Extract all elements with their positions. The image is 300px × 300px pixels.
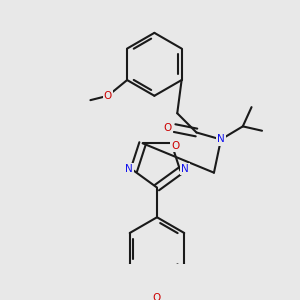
Text: N: N [217, 134, 225, 145]
Text: O: O [172, 141, 180, 151]
Text: O: O [164, 123, 172, 133]
Text: O: O [153, 293, 161, 300]
Text: N: N [125, 164, 133, 174]
Text: O: O [104, 91, 112, 101]
Text: N: N [181, 164, 188, 174]
